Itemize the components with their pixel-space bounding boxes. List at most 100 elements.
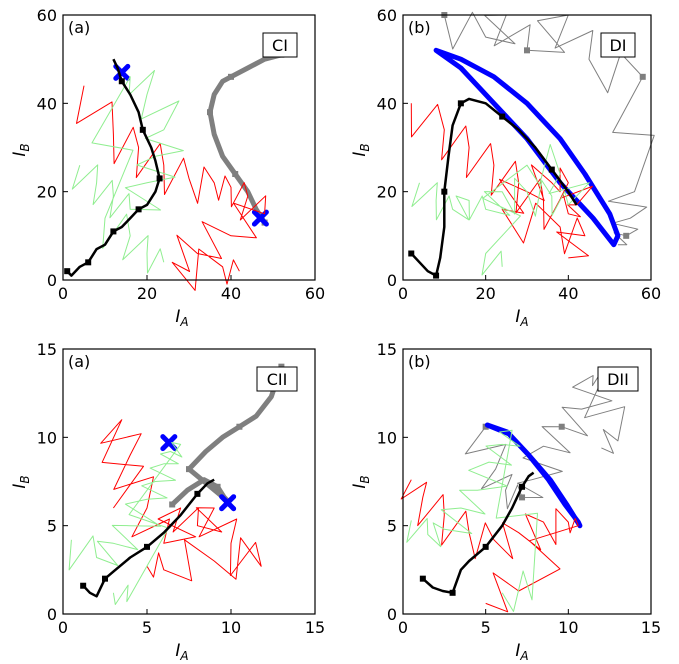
gray-point-marker xyxy=(623,232,630,239)
y-axis-label: IB xyxy=(10,475,32,488)
y-tick-label: 40 xyxy=(37,94,57,113)
y-tick-label: 15 xyxy=(37,340,57,359)
black-point-marker xyxy=(449,589,456,596)
black-point-marker xyxy=(441,188,448,195)
gray-point-marker xyxy=(228,73,234,80)
blue-trajectory xyxy=(484,422,583,529)
y-tick-label: 20 xyxy=(377,183,397,202)
black-point-marker xyxy=(457,100,464,107)
red-trajectory xyxy=(410,103,593,259)
black-point-marker xyxy=(64,268,71,275)
black-trajectory xyxy=(66,58,161,277)
black-point-marker xyxy=(144,543,150,550)
black-point-marker xyxy=(419,575,426,582)
red-trajectory xyxy=(400,479,579,613)
y-tick-label: 10 xyxy=(377,428,397,447)
box-label-text: CII xyxy=(267,370,288,389)
y-tick-label: 10 xyxy=(37,428,57,447)
x-axis-label: IA xyxy=(175,307,188,329)
y-tick-label: 0 xyxy=(387,605,397,624)
black-point-marker xyxy=(548,166,555,173)
y-axis-label: IB xyxy=(350,475,372,488)
y-tick-label: 5 xyxy=(47,517,57,536)
box-label-text: DII xyxy=(607,370,629,389)
plot-frame xyxy=(62,348,316,615)
lightgreen-trajectory xyxy=(406,429,538,612)
panel-ci: IA IB 0 20 40 60 0 20 40 60 (a) CI xyxy=(10,6,325,329)
box-label-text: CI xyxy=(272,36,288,55)
x-axis-label: IA xyxy=(515,641,528,663)
x-tick-label: 5 xyxy=(142,618,152,637)
gray-point-marker xyxy=(558,423,565,430)
box-label: CII xyxy=(256,366,298,392)
x-axis-label: IA xyxy=(515,307,528,329)
x-tick-label: 40 xyxy=(558,284,578,303)
box-label-text: DI xyxy=(609,36,626,55)
lightgreen-trajectory xyxy=(68,442,183,605)
x-tick-label: 0 xyxy=(58,284,68,303)
panel-dii: IA IB 0 5 10 15 0 5 10 15 (b) DII xyxy=(350,340,661,663)
y-tick-label: 0 xyxy=(47,605,57,624)
x-tick-label: 0 xyxy=(58,618,68,637)
box-label: DI xyxy=(600,32,636,58)
red-trajectory xyxy=(76,85,267,291)
x-tick-label: 60 xyxy=(305,284,325,303)
y-tick-label: 0 xyxy=(47,271,57,290)
y-tick-label: 40 xyxy=(377,94,397,113)
black-point-marker xyxy=(135,206,142,213)
panel-tag: (b) xyxy=(408,352,431,371)
black-trajectory xyxy=(421,471,535,595)
x-tick-label: 15 xyxy=(641,618,661,637)
gray-point-marker xyxy=(169,501,176,508)
x-tick-label: 20 xyxy=(137,284,157,303)
gray-trajectory xyxy=(207,52,294,224)
gray-point-marker xyxy=(639,73,646,80)
black-point-marker xyxy=(156,175,163,182)
gray-trajectory xyxy=(464,373,626,510)
x-tick-label: 0 xyxy=(398,284,408,303)
gray-point-marker xyxy=(524,47,530,54)
x-tick-label: 10 xyxy=(558,618,578,637)
blue-cross-marker xyxy=(160,434,178,452)
y-tick-label: 60 xyxy=(377,6,397,25)
gray-point-marker xyxy=(186,466,192,473)
black-point-marker xyxy=(408,250,415,257)
lightgreen-trajectory xyxy=(411,144,590,276)
y-tick-label: 5 xyxy=(387,517,397,536)
panel-cii: IA IB 0 5 10 15 0 5 10 15 (a) CII xyxy=(10,340,325,663)
black-point-marker xyxy=(102,575,108,582)
x-tick-label: 20 xyxy=(475,284,495,303)
blue-trajectory xyxy=(433,47,621,248)
x-tick-label: 5 xyxy=(481,618,491,637)
black-point-marker xyxy=(482,543,489,550)
x-tick-label: 15 xyxy=(305,618,325,637)
black-point-marker xyxy=(433,272,440,279)
y-tick-label: 20 xyxy=(37,183,57,202)
y-axis-label: IB xyxy=(350,143,372,156)
panel-tag: (a) xyxy=(68,18,90,37)
black-point-marker xyxy=(80,582,87,589)
plot-frame xyxy=(62,14,316,281)
black-point-marker xyxy=(519,483,526,490)
box-label: CI xyxy=(262,32,298,58)
y-axis-label: IB xyxy=(10,143,32,156)
gray-point-marker xyxy=(232,171,239,177)
lightgreen-trajectory xyxy=(71,70,184,274)
gray-point-marker xyxy=(519,494,526,501)
panel-tag: (b) xyxy=(408,18,431,37)
y-tick-label: 15 xyxy=(377,340,397,359)
gray-point-marker xyxy=(236,423,243,430)
plot-frame xyxy=(402,348,652,615)
x-tick-label: 10 xyxy=(221,618,241,637)
plot-frame xyxy=(402,14,652,281)
x-tick-label: 0 xyxy=(398,618,408,637)
panel-di: IA IB 0 20 40 60 0 20 40 60 (b) DI xyxy=(350,6,661,329)
black-point-marker xyxy=(194,490,201,497)
black-point-marker xyxy=(139,126,146,133)
black-trajectory xyxy=(410,97,578,277)
y-tick-label: 60 xyxy=(37,6,57,25)
blue-cross-marker xyxy=(219,494,237,512)
x-tick-label: 40 xyxy=(221,284,241,303)
x-tick-label: 60 xyxy=(641,284,661,303)
panel-tag: (a) xyxy=(68,352,90,371)
